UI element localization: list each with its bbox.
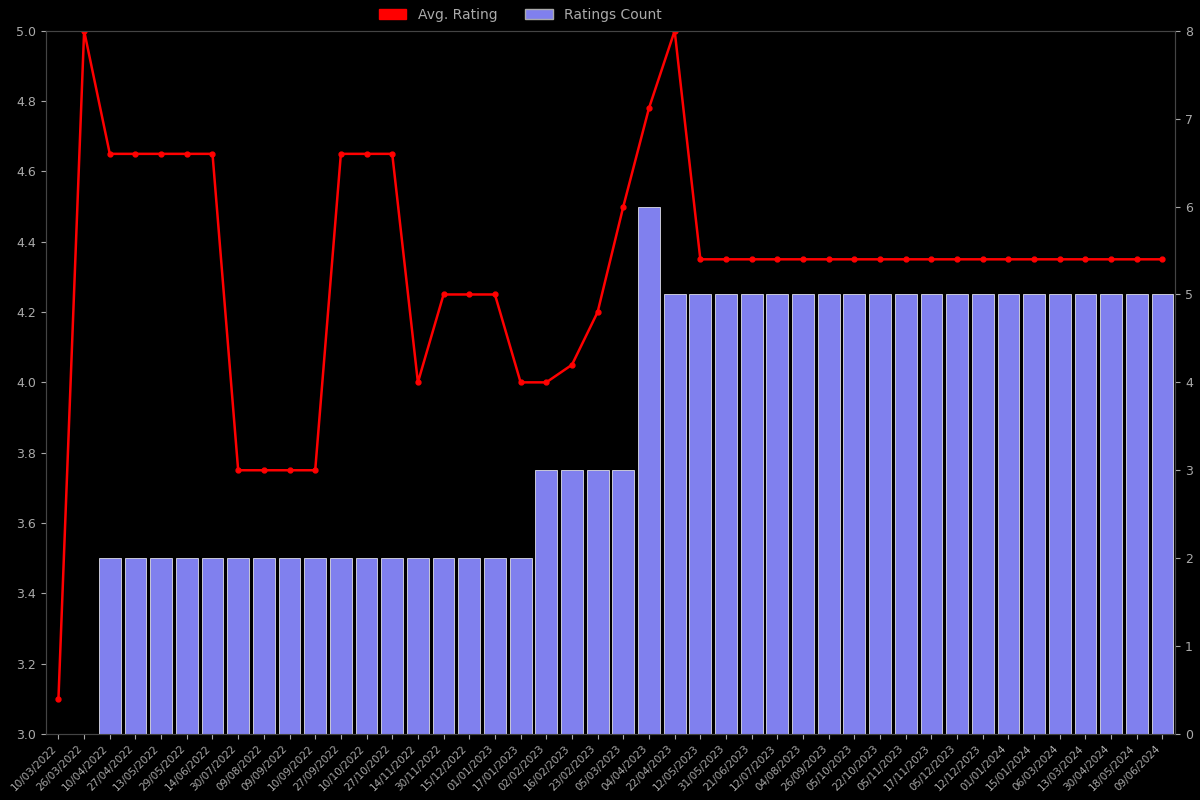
Bar	[612, 470, 635, 734]
Bar	[176, 558, 198, 734]
Bar	[150, 558, 172, 734]
Bar	[946, 294, 968, 734]
Bar	[638, 206, 660, 734]
Bar	[484, 558, 506, 734]
Bar	[1126, 294, 1147, 734]
Bar	[305, 558, 326, 734]
Bar	[98, 558, 121, 734]
Bar	[382, 558, 403, 734]
Bar	[972, 294, 994, 734]
Bar	[920, 294, 942, 734]
Bar	[1100, 294, 1122, 734]
Bar	[510, 558, 532, 734]
Bar	[664, 294, 685, 734]
Bar	[895, 294, 917, 734]
Bar	[1074, 294, 1097, 734]
Bar	[587, 470, 608, 734]
Bar	[844, 294, 865, 734]
Bar	[227, 558, 250, 734]
Bar	[125, 558, 146, 734]
Bar	[458, 558, 480, 734]
Bar	[715, 294, 737, 734]
Bar	[1152, 294, 1174, 734]
Bar	[407, 558, 428, 734]
Bar	[278, 558, 300, 734]
Bar	[253, 558, 275, 734]
Bar	[1049, 294, 1070, 734]
Bar	[997, 294, 1019, 734]
Bar	[740, 294, 762, 734]
Bar	[792, 294, 814, 734]
Bar	[355, 558, 378, 734]
Bar	[767, 294, 788, 734]
Bar	[690, 294, 712, 734]
Bar	[562, 470, 583, 734]
Bar	[869, 294, 890, 734]
Bar	[535, 470, 557, 734]
Bar	[818, 294, 840, 734]
Bar	[433, 558, 455, 734]
Bar	[1024, 294, 1045, 734]
Bar	[202, 558, 223, 734]
Legend: Avg. Rating, Ratings Count: Avg. Rating, Ratings Count	[373, 2, 667, 28]
Bar	[330, 558, 352, 734]
